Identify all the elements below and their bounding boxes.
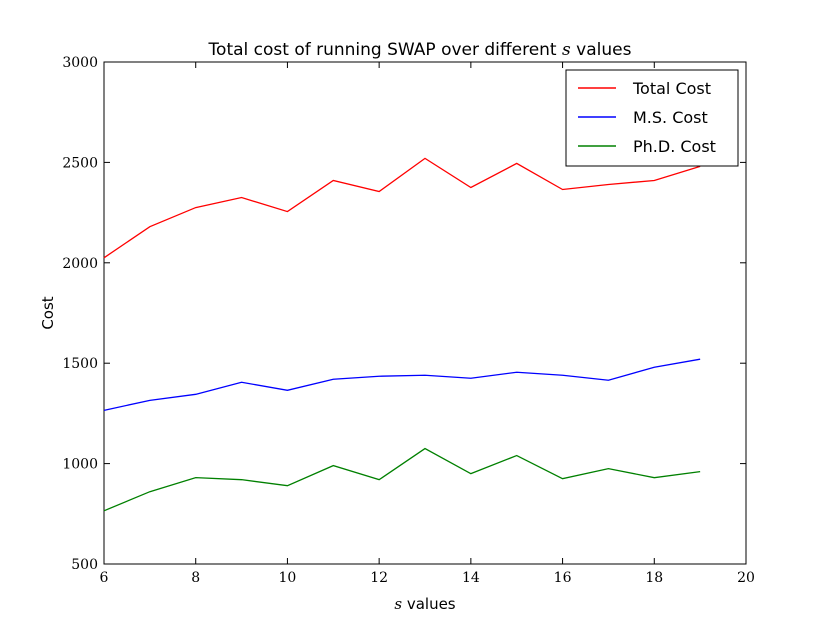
legend-label: Ph.D. Cost bbox=[633, 137, 716, 156]
y-tick-label: 2000 bbox=[62, 256, 98, 272]
y-tick-label: 500 bbox=[71, 557, 98, 573]
x-tick-label: 6 bbox=[100, 570, 109, 586]
y-tick-label: 3000 bbox=[62, 55, 98, 71]
y-axis-label: Cost bbox=[39, 296, 57, 329]
chart-title: Total cost of running SWAP over differen… bbox=[208, 40, 632, 60]
plot-area: 6 8 10 12 14 16 18 20 500 1000 1500 2000 2500 3000 bbox=[62, 55, 755, 586]
x-tick-label: 16 bbox=[554, 570, 572, 586]
x-tick-label: 14 bbox=[462, 570, 480, 586]
x-axis-label: s values bbox=[394, 595, 455, 613]
series-line-ph-d-cost bbox=[103, 447, 701, 512]
axes-frame bbox=[103, 61, 747, 565]
series-line-total-cost bbox=[103, 157, 701, 259]
y-tick-label: 1500 bbox=[62, 356, 98, 372]
x-tick-label: 18 bbox=[645, 570, 663, 586]
legend-box bbox=[565, 69, 739, 167]
y-tick-label: 1000 bbox=[62, 457, 98, 473]
x-tick-label: 20 bbox=[737, 570, 755, 586]
x-tick-label: 10 bbox=[279, 570, 297, 586]
legend: Total Cost M.S. Cost Ph.D. Cost bbox=[565, 69, 739, 167]
x-tick-label: 8 bbox=[191, 570, 200, 586]
series-line-m-s-cost bbox=[103, 358, 701, 412]
legend-label: Total Cost bbox=[632, 79, 711, 98]
legend-label: M.S. Cost bbox=[633, 108, 708, 127]
x-tick-label: 12 bbox=[370, 570, 388, 586]
y-tick-label: 2500 bbox=[62, 155, 98, 171]
